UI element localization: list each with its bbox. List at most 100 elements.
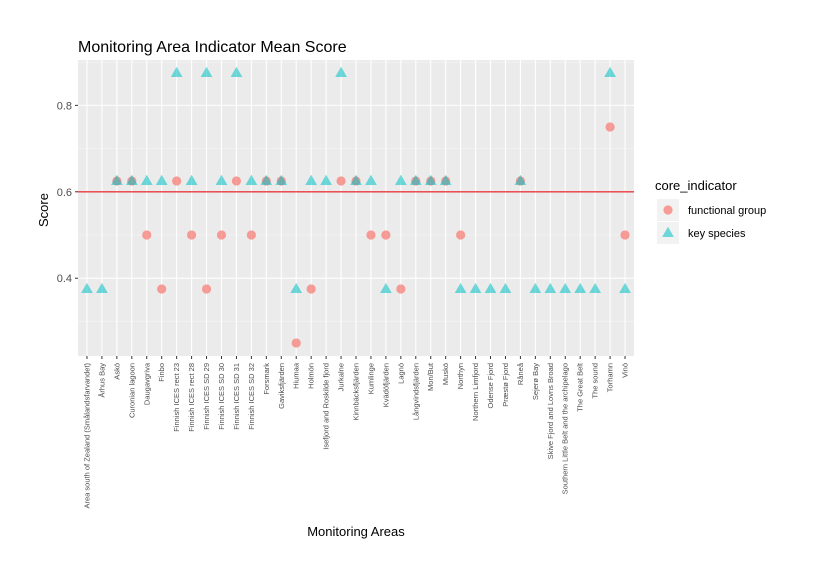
x-tick-label: Skive Fjord and Lovns Broad <box>546 363 555 459</box>
x-tick-label: Råneå <box>516 362 525 385</box>
x-tick-label: The Great Belt <box>576 362 585 412</box>
point-functional-group <box>172 176 182 186</box>
point-key-species <box>350 174 362 186</box>
point-functional-group <box>231 176 242 186</box>
x-tick-label: Southern Little Belt and the archipelago <box>561 363 570 494</box>
x-tick-label: Odense Fjord <box>486 363 495 408</box>
chart-title: Monitoring Area Indicator Mean Score <box>78 39 347 56</box>
point-functional-group <box>157 284 167 294</box>
point-functional-group <box>201 284 212 294</box>
grid-lines <box>78 60 634 356</box>
point-key-species <box>185 174 198 186</box>
point-key-species <box>604 66 616 77</box>
x-tick-label: Långvindsfjärden <box>411 363 420 420</box>
point-key-species <box>514 174 527 186</box>
point-key-species <box>290 282 303 294</box>
x-tick-label: Finnish ICES SD 30 <box>217 363 226 430</box>
point-key-species <box>335 66 347 77</box>
x-tick-label: Præstø Fjord <box>501 363 510 407</box>
point-functional-group <box>381 230 391 240</box>
x-tick-label: Muskö <box>441 363 450 385</box>
point-functional-group <box>142 230 152 240</box>
x-tick-label: Finnish ICES SD 31 <box>232 363 241 430</box>
x-tick-label: Hiumaa <box>292 362 301 389</box>
point-key-species <box>439 174 452 186</box>
point-key-species <box>469 282 482 294</box>
point-functional-group <box>366 230 376 240</box>
x-axis: Area south of Zealand (Smålandsfarvandet… <box>82 356 630 509</box>
x-tick-label: Kumlinge <box>366 363 375 394</box>
point-key-species <box>589 282 602 294</box>
point-key-species <box>96 282 108 294</box>
legend: core_indicator functional group key speci… <box>655 178 766 244</box>
legend-label: key species <box>688 228 746 240</box>
point-key-species <box>125 174 138 186</box>
point-functional-group <box>336 176 346 186</box>
point-functional-group <box>620 230 630 240</box>
point-key-species <box>81 282 93 294</box>
point-functional-group <box>186 230 197 240</box>
point-key-species <box>394 174 407 186</box>
point-key-species <box>499 282 512 294</box>
x-tick-label: Finnish ICES SD 32 <box>247 363 256 430</box>
point-key-species <box>215 174 228 186</box>
x-tick-label: Finnish ICES rect 28 <box>187 363 196 432</box>
x-tick-label: Curonian lagoon <box>127 363 136 418</box>
point-functional-group <box>246 230 256 240</box>
x-tick-label: Finnish ICES SD 29 <box>202 363 211 430</box>
data-points <box>81 66 631 348</box>
point-key-species <box>529 282 542 294</box>
point-key-species <box>110 174 123 186</box>
x-tick-label: The sound <box>591 363 600 398</box>
x-tick-label: Area south of Zealand (Smålandsfarvandet… <box>82 362 91 508</box>
point-functional-group <box>605 122 615 132</box>
point-key-species <box>544 282 557 294</box>
x-tick-label: Torhamn <box>606 363 615 392</box>
x-tick-label: Daugavgriva <box>142 362 151 405</box>
x-tick-label: Sejerø Bay <box>531 363 540 400</box>
point-key-species <box>320 174 332 186</box>
point-functional-group <box>291 338 301 348</box>
point-key-species <box>559 282 572 294</box>
x-tick-label: Forsmark <box>262 363 271 395</box>
point-key-species <box>275 174 288 186</box>
legend-title: core_indicator <box>655 178 737 193</box>
point-functional-group <box>216 230 227 240</box>
y-tick-label: 0.6 <box>57 187 72 199</box>
x-tick-label: Finnish ICES rect 23 <box>172 363 181 432</box>
x-tick-label: Jurkalne <box>337 363 346 391</box>
point-key-species <box>619 282 631 294</box>
x-tick-label: Holmön <box>307 363 316 389</box>
x-tick-label: Vinö <box>621 363 630 378</box>
point-key-species <box>170 66 183 77</box>
x-tick-label: Kinnbäcksfjärden <box>352 363 361 421</box>
point-key-species <box>409 174 422 186</box>
x-tick-label: Mon/But <box>426 362 435 391</box>
x-tick-label: Northyn <box>456 363 465 389</box>
point-key-species <box>305 174 318 186</box>
x-tick-label: Lagnö <box>396 363 405 384</box>
point-key-species <box>155 174 168 186</box>
legend-symbol-functional-group <box>663 205 673 215</box>
y-tick-label: 0.8 <box>57 100 72 112</box>
x-tick-label: Northern Limfjord <box>471 363 480 421</box>
legend-label: functional group <box>688 205 766 217</box>
legend-symbol-key-species <box>662 226 674 238</box>
point-functional-group <box>306 284 316 294</box>
point-key-species <box>140 174 153 186</box>
x-axis-title: Monitoring Areas <box>307 524 405 539</box>
x-tick-label: Askö <box>112 363 121 380</box>
point-key-species <box>484 282 497 294</box>
point-functional-group <box>396 284 406 294</box>
point-key-species <box>260 174 273 186</box>
point-key-species <box>380 282 392 294</box>
point-key-species <box>574 282 587 294</box>
x-tick-label: Finbo <box>157 363 166 382</box>
point-key-species <box>230 66 243 77</box>
point-key-species <box>245 174 258 186</box>
point-functional-group <box>456 230 466 240</box>
y-tick-label: 0.4 <box>57 273 72 285</box>
point-key-species <box>200 66 213 77</box>
x-tick-label: Gaviksfjärden <box>277 363 286 409</box>
